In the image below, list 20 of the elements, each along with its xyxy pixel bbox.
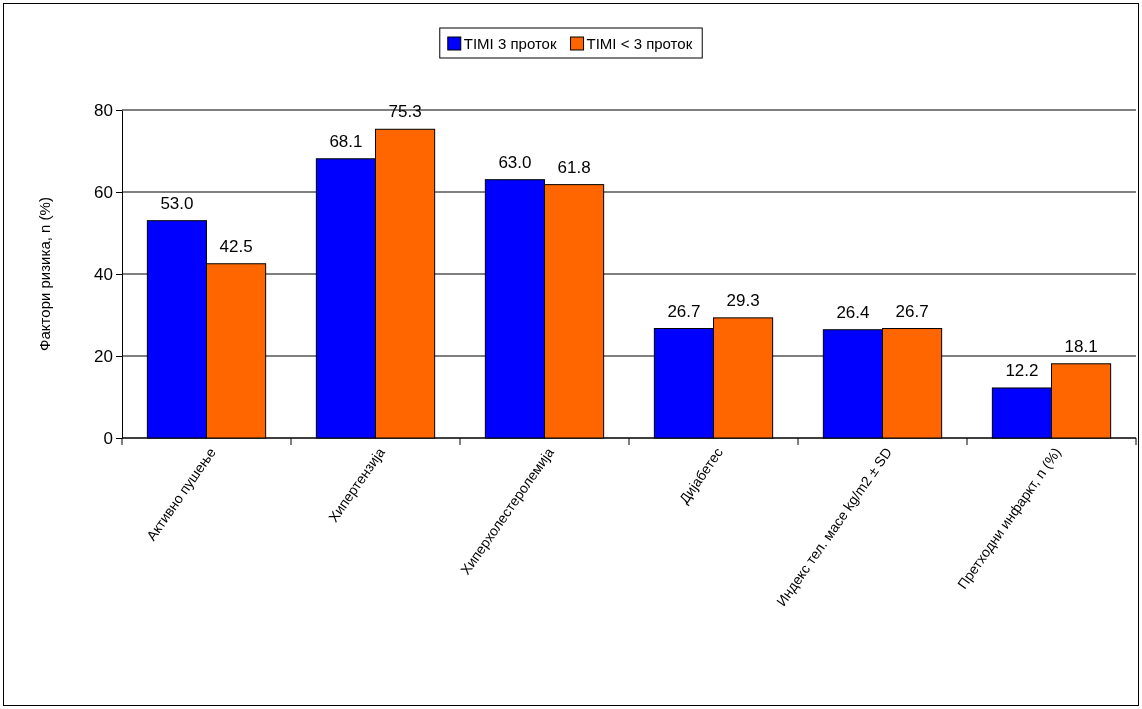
y-axis-title: Фактори ризика, n (%) [36, 197, 53, 351]
data-label: 68.1 [329, 131, 363, 151]
data-label: 53.0 [160, 193, 194, 213]
data-label: 61.8 [557, 157, 591, 177]
y-tick-label: 0 [103, 428, 113, 448]
data-label: 29.3 [726, 290, 760, 310]
y-tick-label: 60 [94, 182, 113, 202]
data-label: 26.7 [667, 301, 701, 321]
data-label: 26.7 [895, 301, 929, 321]
data-label: 42.5 [219, 236, 253, 256]
data-label: 75.3 [388, 102, 422, 122]
data-label: 18.1 [1064, 336, 1098, 356]
y-tick-label: 40 [94, 264, 113, 284]
y-tick-label: 80 [94, 100, 113, 120]
data-label: 26.4 [836, 302, 870, 322]
data-label: 12.2 [1005, 360, 1039, 380]
y-tick-label: 20 [94, 346, 113, 366]
data-label: 63.0 [498, 152, 532, 172]
legend-label: TIMI 3 проток [463, 35, 557, 52]
legend-label: TIMI < 3 проток [586, 35, 693, 52]
